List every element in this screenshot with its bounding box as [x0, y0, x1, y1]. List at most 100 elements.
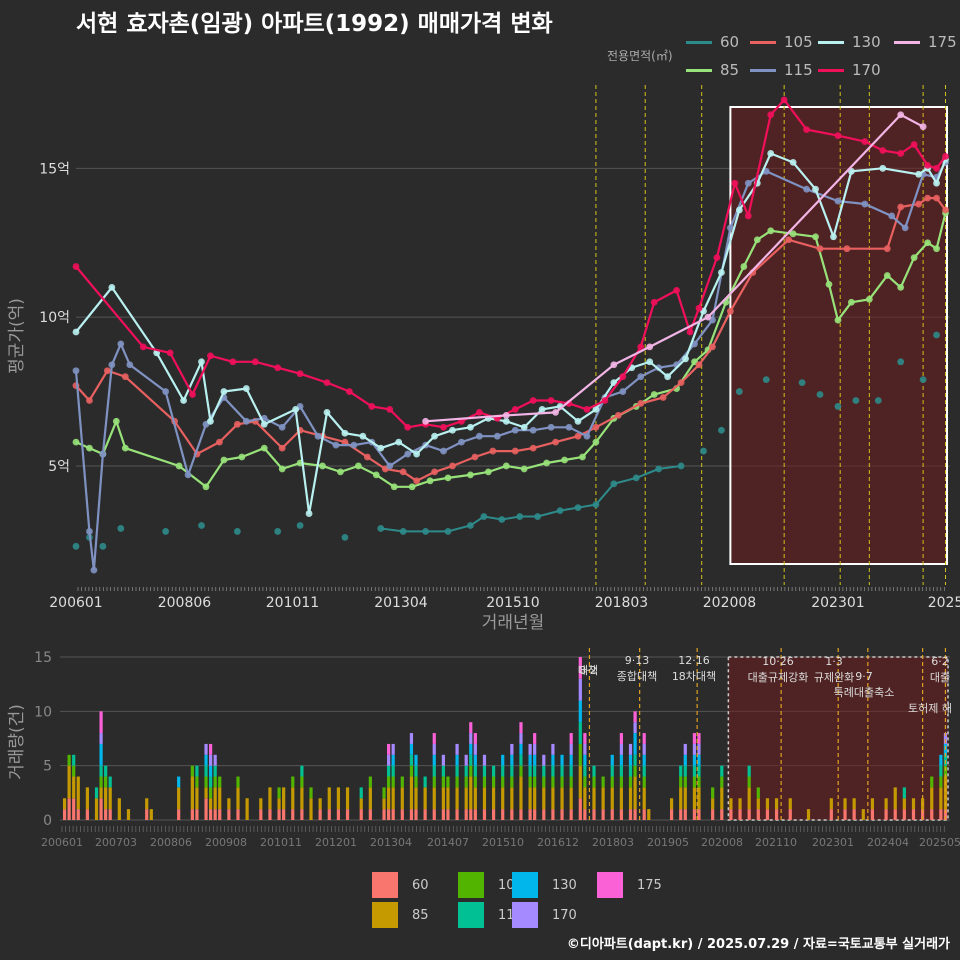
legend-swatch — [686, 40, 712, 44]
bar-legend-item-130: 130 — [512, 872, 577, 898]
data-point — [359, 432, 367, 440]
bar-segment — [601, 809, 605, 820]
data-point — [444, 528, 452, 535]
bar-legend-swatch — [372, 902, 398, 928]
bar-segment — [939, 809, 943, 820]
data-point — [659, 394, 667, 401]
data-point — [682, 355, 689, 363]
bar-segment — [300, 765, 304, 777]
data-point — [86, 528, 93, 535]
bar-segment — [533, 787, 537, 810]
bar-segment — [177, 787, 181, 810]
bar-segment — [533, 776, 537, 788]
bar-stack — [282, 787, 286, 820]
bar-segment — [583, 733, 587, 744]
data-point — [139, 343, 147, 351]
bar-stack — [209, 743, 213, 820]
data-point — [229, 358, 237, 366]
bar-segment — [67, 765, 71, 799]
bar-segment — [697, 754, 701, 766]
bar-segment — [455, 809, 459, 820]
bar-segment — [533, 754, 537, 766]
data-point — [292, 406, 300, 413]
bar-stack — [277, 787, 281, 820]
data-point — [852, 397, 860, 404]
x-tick-label: 202008 — [703, 595, 756, 611]
bar-segment — [387, 787, 391, 810]
data-point — [399, 528, 407, 535]
x-tick-label: 201011 — [266, 595, 319, 611]
bar-segment — [683, 809, 687, 820]
bar-stack — [747, 765, 751, 820]
bar-segment — [409, 765, 414, 777]
bar-segment — [464, 809, 468, 820]
bar-stack — [473, 733, 477, 820]
y-axis-label: 평균가(억) — [7, 298, 27, 374]
bar-segment — [391, 776, 395, 788]
bar-segment — [469, 754, 473, 766]
bar-segment — [592, 787, 596, 810]
bar-segment — [583, 809, 587, 820]
legend-swatch — [818, 40, 844, 44]
data-point — [897, 203, 905, 211]
bar-segment — [569, 787, 573, 810]
data-point — [121, 444, 129, 452]
bar-segment — [291, 809, 295, 820]
bar-segment — [282, 787, 286, 810]
bar-stack — [669, 798, 674, 820]
bar-segment — [578, 678, 582, 701]
bar-segment — [464, 787, 468, 810]
bar-segment — [204, 754, 208, 766]
bar-segment — [145, 798, 149, 810]
bar-stack — [902, 787, 906, 820]
legend-label: 130 — [852, 33, 881, 51]
data-point — [341, 533, 349, 541]
data-point — [449, 462, 456, 470]
series-105 — [72, 194, 949, 485]
bar-segment — [774, 798, 779, 810]
bar-segment — [409, 754, 414, 766]
bar-segment — [209, 809, 213, 820]
bar-segment — [765, 798, 770, 810]
data-point — [709, 343, 716, 351]
bar-segment — [177, 776, 181, 788]
bar-segment — [510, 765, 514, 777]
bar-segment — [482, 754, 487, 766]
data-point — [502, 462, 510, 470]
data-point — [117, 525, 125, 532]
data-point — [484, 468, 492, 476]
data-point — [695, 304, 703, 312]
bar-x-tick-label: 200806 — [150, 836, 192, 849]
series-line — [425, 113, 924, 423]
data-point — [489, 447, 497, 455]
data-point — [220, 456, 228, 464]
bar-legend-swatch — [597, 872, 623, 898]
bar-stack — [359, 787, 363, 820]
bar-segment — [893, 809, 897, 820]
bar-segment — [99, 765, 103, 777]
bar-x-tick-label: 200601 — [41, 836, 83, 849]
bar-segment — [633, 776, 637, 810]
data-point — [592, 501, 600, 509]
data-point — [363, 453, 371, 461]
bar-segment — [414, 809, 418, 820]
data-point — [480, 513, 488, 520]
bar-segment — [528, 787, 532, 810]
data-point — [816, 245, 824, 253]
bar-segment — [209, 754, 213, 766]
event-date: 9·13 — [625, 654, 650, 667]
bar-segment — [300, 809, 304, 820]
bar-segment — [884, 798, 888, 810]
data-point — [677, 462, 685, 470]
x-tick-label: 201304 — [374, 595, 428, 611]
series-line — [75, 152, 947, 514]
bar-segment — [747, 809, 751, 820]
data-point — [184, 471, 192, 479]
data-point — [753, 236, 761, 244]
bar-segment — [318, 809, 322, 820]
bar-stack — [806, 809, 811, 820]
data-point — [372, 471, 380, 479]
data-point — [341, 429, 349, 437]
bar-segment — [747, 776, 751, 788]
data-point — [592, 438, 600, 446]
